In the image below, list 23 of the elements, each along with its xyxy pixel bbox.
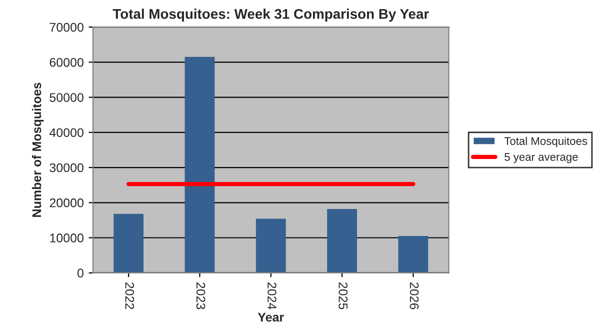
bar bbox=[327, 208, 357, 273]
x-tick-label: 2025 bbox=[338, 282, 348, 310]
bar bbox=[184, 56, 215, 273]
x-tick-label: 2022 bbox=[125, 282, 134, 310]
x-tick-label: 2026 bbox=[410, 282, 419, 310]
bar bbox=[256, 218, 286, 273]
y-tick-label: 20000 bbox=[50, 198, 84, 208]
y-tick-label: 0 bbox=[77, 268, 84, 278]
legend-label: Total Mosquitoes bbox=[504, 136, 588, 148]
y-tick-label: 60000 bbox=[50, 58, 84, 67]
x-tick-label: 2024 bbox=[268, 282, 276, 310]
y-tick-label: 50000 bbox=[50, 93, 84, 102]
y-tick-label: 10000 bbox=[50, 234, 84, 242]
y-tick-label: 70000 bbox=[50, 22, 84, 32]
y-tick-label: 30000 bbox=[50, 163, 84, 172]
chart-title: Total Mosquitoes: Week 31 Comparison By Year bbox=[112, 8, 429, 22]
y-axis-title: Number of Mosquitoes bbox=[32, 82, 44, 217]
bar bbox=[114, 214, 144, 273]
y-tick-label: 40000 bbox=[49, 128, 84, 138]
x-axis-title: Year bbox=[258, 312, 284, 322]
bar bbox=[398, 236, 428, 273]
legend-label: 5 year average bbox=[504, 153, 578, 164]
x-tick-label: 2023 bbox=[196, 282, 206, 310]
